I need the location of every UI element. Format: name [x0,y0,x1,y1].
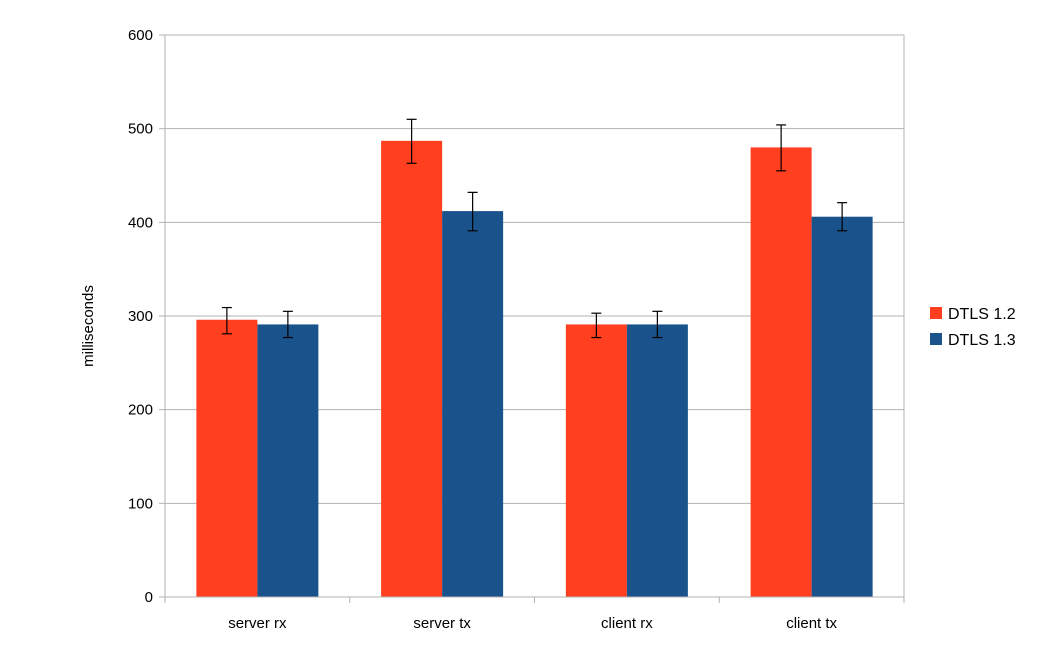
bars [196,140,873,598]
bar-dtls-1-3 [257,324,319,597]
bar-dtls-1-3 [442,211,504,598]
y-axis-label: milliseconds [80,285,97,367]
x-category-labels: server rx server tx client rx client tx [228,615,837,632]
error-bars [221,118,848,339]
bar-dtls-1-3 [811,216,873,598]
y-tick-labels: 0 100 200 300 400 500 600 [128,27,153,606]
y-tick-label: 0 [145,589,153,606]
legend-swatch [930,307,942,319]
bar-dtls-1-2 [750,147,812,597]
y-tick-label: 300 [128,308,153,325]
y-tick-label: 500 [128,121,153,138]
y-tick-label: 400 [128,214,153,231]
bar-dtls-1-2 [196,319,258,597]
legend-swatch [930,333,942,345]
y-tick-label: 200 [128,402,153,419]
bar-dtls-1-3 [626,324,688,597]
x-category-label: client tx [786,615,837,632]
legend: DTLS 1.2 DTLS 1.3 [930,306,1016,349]
bar-dtls-1-2 [381,140,443,598]
x-category-label: server rx [228,615,287,632]
y-tick-label: 100 [128,495,153,512]
bar-dtls-1-2 [565,324,627,597]
x-category-label: server tx [413,615,471,632]
y-tick-label: 600 [128,27,153,44]
legend-label: DTLS 1.3 [948,332,1016,349]
legend-label: DTLS 1.2 [948,306,1016,323]
axes [159,34,905,603]
x-category-label: client rx [601,615,653,632]
